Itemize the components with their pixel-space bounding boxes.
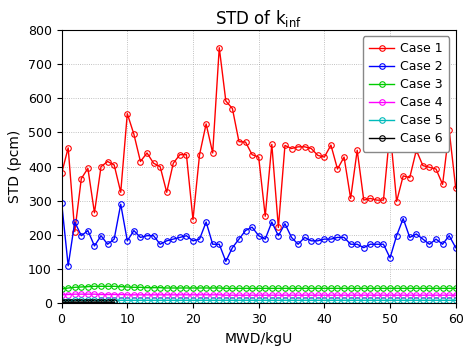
Case 1 bbox=[413, 148, 419, 152]
Line: Case 5: Case 5 bbox=[59, 297, 458, 303]
Case 6 bbox=[62, 299, 67, 304]
Case 6 bbox=[101, 299, 107, 304]
Case 6 bbox=[111, 299, 117, 304]
Case 6 bbox=[78, 299, 84, 304]
Case 3 bbox=[157, 286, 163, 290]
Case 6 bbox=[65, 299, 71, 304]
Case 6 bbox=[105, 299, 110, 304]
Case 2 bbox=[59, 200, 65, 205]
Case 5 bbox=[453, 298, 459, 302]
Case 4 bbox=[59, 293, 65, 297]
Case 3 bbox=[302, 286, 307, 291]
Case 2 bbox=[203, 220, 209, 224]
Case 5 bbox=[407, 298, 413, 302]
Case 1 bbox=[453, 186, 459, 190]
Case 2 bbox=[144, 234, 150, 238]
Case 5 bbox=[72, 298, 77, 302]
Case 4 bbox=[282, 293, 288, 297]
Case 6 bbox=[108, 299, 114, 304]
Case 3 bbox=[59, 287, 65, 291]
Case 2 bbox=[302, 235, 307, 240]
Case 3 bbox=[276, 286, 281, 291]
Title: STD of k$_\mathregular{inf}$: STD of k$_\mathregular{inf}$ bbox=[215, 8, 302, 29]
Legend: Case 1, Case 2, Case 3, Case 4, Case 5, Case 6: Case 1, Case 2, Case 3, Case 4, Case 5, … bbox=[363, 36, 449, 152]
Case 6 bbox=[59, 299, 65, 304]
Line: Case 3: Case 3 bbox=[59, 284, 458, 292]
Case 2 bbox=[407, 235, 413, 240]
Case 1 bbox=[282, 143, 288, 148]
Case 5 bbox=[59, 298, 65, 303]
Case 6 bbox=[75, 299, 81, 304]
Case 2 bbox=[157, 242, 163, 246]
Case 2 bbox=[453, 246, 459, 250]
Line: Case 2: Case 2 bbox=[59, 200, 458, 269]
Case 1 bbox=[217, 46, 222, 50]
Y-axis label: STD (pcm): STD (pcm) bbox=[8, 130, 22, 203]
Case 5 bbox=[276, 298, 281, 302]
Case 2 bbox=[276, 234, 281, 238]
Case 1 bbox=[157, 165, 163, 169]
Case 1 bbox=[72, 229, 77, 234]
Case 5 bbox=[302, 298, 307, 302]
Line: Case 1: Case 1 bbox=[59, 45, 458, 234]
Case 6 bbox=[92, 299, 97, 304]
Case 6 bbox=[72, 299, 77, 304]
Case 4 bbox=[453, 293, 459, 297]
Case 1 bbox=[144, 151, 150, 155]
Case 2 bbox=[65, 264, 71, 268]
Case 3 bbox=[92, 284, 97, 289]
Case 6 bbox=[68, 299, 74, 304]
Case 4 bbox=[413, 293, 419, 297]
Case 1 bbox=[203, 122, 209, 126]
Case 6 bbox=[98, 299, 104, 304]
Case 6 bbox=[95, 299, 101, 304]
Line: Case 6: Case 6 bbox=[59, 299, 117, 304]
Line: Case 4: Case 4 bbox=[59, 291, 458, 298]
Case 6 bbox=[82, 299, 87, 304]
Case 6 bbox=[85, 299, 91, 304]
Case 3 bbox=[453, 286, 459, 291]
X-axis label: MWD/kgU: MWD/kgU bbox=[225, 332, 293, 346]
Case 4 bbox=[72, 292, 77, 296]
Case 4 bbox=[203, 293, 209, 297]
Case 6 bbox=[88, 299, 94, 304]
Case 4 bbox=[157, 293, 163, 297]
Case 5 bbox=[144, 298, 150, 302]
Case 5 bbox=[157, 298, 163, 302]
Case 1 bbox=[59, 171, 65, 176]
Case 1 bbox=[308, 147, 314, 151]
Case 3 bbox=[407, 286, 413, 291]
Case 5 bbox=[203, 298, 209, 302]
Case 4 bbox=[223, 293, 228, 297]
Case 4 bbox=[144, 293, 150, 297]
Case 3 bbox=[144, 286, 150, 290]
Case 3 bbox=[203, 286, 209, 290]
Case 4 bbox=[308, 293, 314, 297]
